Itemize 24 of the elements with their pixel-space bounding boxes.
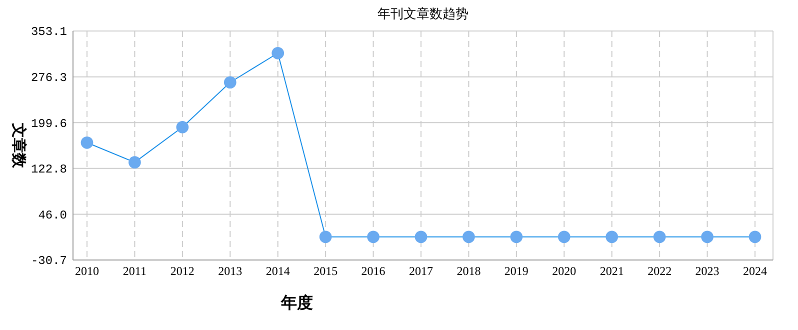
- x-tick-label: 2017: [409, 264, 433, 278]
- x-tick-label: 2021: [600, 264, 624, 278]
- y-tick-label: 46.0: [38, 208, 67, 222]
- x-tick-label: 2020: [552, 264, 576, 278]
- x-axis-title: 年度: [280, 293, 313, 312]
- y-tick-label: 122.8: [30, 162, 67, 177]
- y-tick-label: 199.6: [30, 116, 67, 131]
- x-tick-label: 2014: [266, 264, 290, 278]
- y-tick-label: 276.3: [30, 71, 67, 86]
- x-tick-label: 2024: [743, 264, 767, 278]
- y-tick-label: 353.1: [30, 25, 67, 40]
- x-tick-label: 2023: [695, 264, 720, 278]
- x-tick-label: 2013: [218, 264, 242, 278]
- x-tick-label: 2010: [75, 264, 99, 278]
- y-tick-label: -30.7: [30, 254, 67, 268]
- x-tick-label: 2012: [170, 264, 194, 278]
- x-tick-label: 2022: [648, 264, 672, 278]
- x-tick-label: 2011: [122, 264, 146, 278]
- x-tick-label: 2016: [361, 264, 386, 278]
- chart-title: 年刊文章数趋势: [378, 6, 468, 21]
- x-tick-label: 2015: [314, 264, 338, 278]
- x-tick-label: 2018: [456, 264, 481, 278]
- x-tick-label: 2019: [504, 264, 528, 278]
- y-axis-title: 文章数: [10, 122, 28, 169]
